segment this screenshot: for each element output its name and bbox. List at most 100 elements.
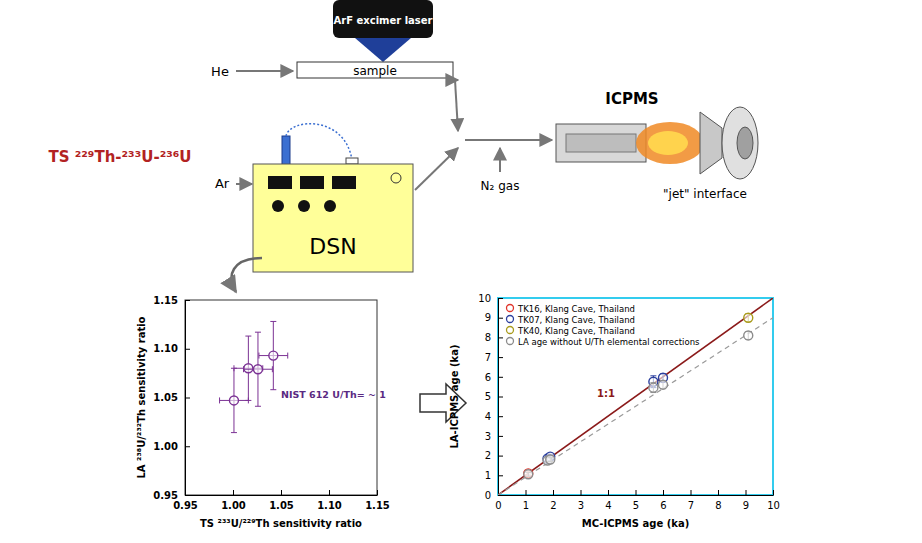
annotation: 1:1	[597, 388, 615, 399]
dsn-box	[253, 164, 413, 272]
reference-line	[498, 298, 773, 495]
tick-label: 0	[485, 490, 491, 501]
point	[659, 380, 668, 389]
legend-label: TK07, Klang Cave, Thailand	[517, 315, 635, 325]
tick-mark	[377, 490, 378, 495]
tick-mark	[498, 318, 503, 319]
point	[524, 469, 533, 478]
he-arrow	[236, 70, 293, 72]
tick-label: 1	[523, 500, 529, 511]
tick: 5	[485, 391, 503, 402]
tick-label: 6	[660, 500, 666, 511]
tick: 4	[485, 411, 503, 422]
tick-mark	[498, 337, 503, 338]
point	[744, 331, 753, 340]
tick: 0	[485, 490, 503, 501]
tick: 10	[478, 293, 503, 304]
tick: 7	[688, 490, 694, 511]
tick: 2	[485, 450, 503, 461]
legend-symbol	[507, 338, 514, 345]
interface	[722, 107, 758, 179]
tick-mark	[553, 490, 554, 495]
point	[649, 383, 658, 392]
error-cap	[219, 397, 220, 403]
tick: 1	[485, 470, 503, 481]
tick: 9	[743, 490, 749, 511]
tick-mark	[498, 416, 503, 417]
tick: 4	[605, 490, 611, 511]
ar-arrow	[236, 183, 252, 185]
error-cap	[245, 400, 251, 401]
tick: 6	[485, 372, 503, 383]
tick-label: 6	[485, 372, 491, 383]
tick-mark	[498, 456, 503, 457]
tick-label: 1.15	[365, 500, 390, 511]
error-cap	[270, 321, 276, 322]
x-axis: 0.951.001.051.101.15	[173, 490, 390, 511]
tick-label: 8	[485, 332, 491, 343]
sample-label: sample	[353, 64, 397, 78]
marks	[220, 321, 288, 432]
point	[524, 470, 533, 479]
error-cap	[287, 353, 288, 359]
tick: 7	[485, 352, 503, 363]
dsn-display	[300, 176, 324, 189]
y-axis: 012345678910	[478, 293, 503, 501]
legend-label: LA age without U/Th elemental correction…	[518, 337, 700, 347]
tick-mark	[185, 495, 190, 496]
tick-mark	[185, 349, 190, 350]
tick-label: 1.10	[153, 343, 178, 354]
axis-line	[186, 495, 378, 496]
tick-mark	[329, 490, 330, 495]
port	[346, 158, 358, 164]
tick: 8	[485, 332, 503, 343]
annotation: NIST 612 U/Th= ~ 1	[281, 389, 386, 400]
torch	[556, 124, 646, 162]
marks	[498, 298, 773, 495]
tick-mark	[746, 490, 747, 495]
tick-mark	[663, 490, 664, 495]
error-cap	[243, 366, 244, 372]
error-cap	[258, 353, 259, 359]
tick: 2	[550, 490, 556, 511]
dsn-knob	[324, 200, 336, 212]
tick-mark	[185, 446, 190, 447]
tick-label: 1.00	[221, 500, 246, 511]
icpms-label: ICPMS	[605, 90, 658, 108]
dsn-switch	[391, 173, 401, 183]
tick-mark	[773, 490, 774, 495]
dsn-label: DSN	[309, 234, 356, 259]
point	[244, 364, 253, 373]
legend-label: TK40, Klang Cave, Thailand	[517, 326, 635, 336]
tick-label: 1.05	[269, 500, 294, 511]
tick-label: 5	[485, 391, 491, 402]
error-cap	[270, 389, 276, 390]
tick: 1.15	[365, 490, 390, 511]
tick-label: 3	[485, 431, 491, 442]
dsn-arrow	[415, 148, 458, 190]
tick-mark	[498, 436, 503, 437]
error-cap	[255, 332, 261, 333]
plasma-core	[648, 131, 688, 155]
point	[744, 313, 753, 322]
he-label: He	[211, 64, 229, 79]
chart: 012345678910012345678910MC-ICPMS age (ka…	[449, 293, 780, 529]
chart: 0.951.001.051.101.150.951.001.051.101.15…	[136, 295, 390, 529]
ar-label: Ar	[215, 176, 230, 191]
mix-arrow	[465, 139, 552, 141]
torch-inner	[566, 134, 636, 152]
vial	[282, 136, 290, 166]
tick-mark	[608, 490, 609, 495]
legend-label: TK16, Klang Cave, Thailand	[517, 304, 635, 314]
tick-mark	[498, 298, 503, 299]
tick: 10	[767, 490, 780, 511]
error-cap	[272, 366, 273, 372]
point	[229, 396, 238, 405]
tick: 0.95	[153, 490, 190, 501]
dsn-knob	[298, 200, 310, 212]
dsn-knob	[272, 200, 284, 212]
legend-symbol	[507, 327, 514, 334]
tick: 1.15	[153, 295, 190, 306]
n2-label: N₂ gas	[481, 179, 520, 193]
legend: TK16, Klang Cave, ThailandTK07, Klang Ca…	[507, 304, 701, 347]
